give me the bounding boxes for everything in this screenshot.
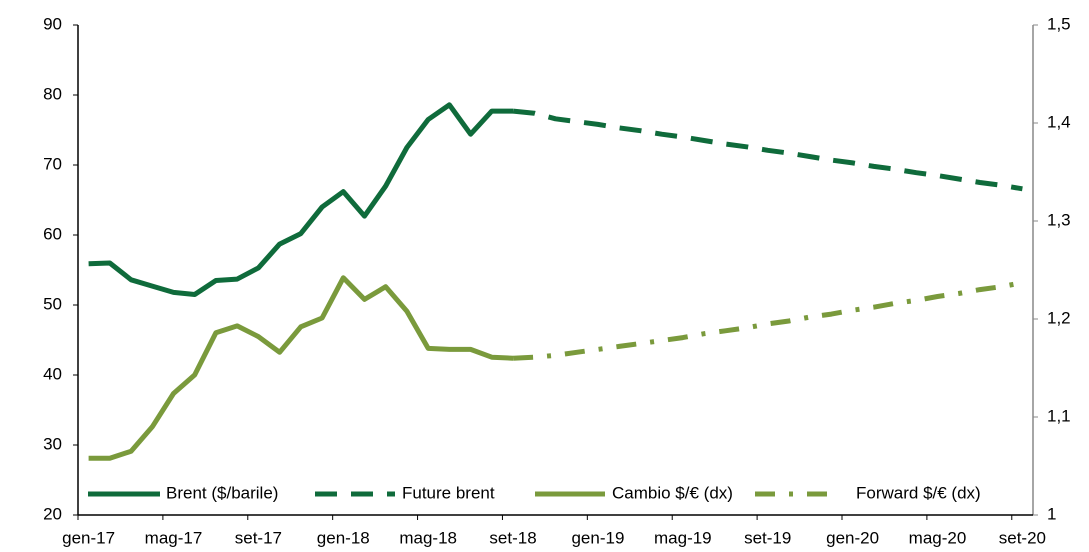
x-tick-label: gen-18: [317, 528, 370, 547]
x-tick-label: mag-20: [909, 528, 967, 547]
y2-tick-label: 1,1: [1047, 406, 1071, 425]
x-tick-label: set-20: [999, 528, 1046, 547]
x-tick-label: mag-18: [399, 528, 457, 547]
series-line: [88, 102, 514, 297]
legend-label: Forward $/€ (dx): [856, 483, 981, 502]
x-tick-label: gen-20: [826, 528, 879, 547]
legend-label: Future brent: [402, 483, 495, 502]
y2-tick-label: 1,3: [1047, 210, 1071, 229]
x-tick-label: mag-17: [145, 528, 203, 547]
x-tick-label: mag-19: [654, 528, 712, 547]
y-tick-label: 50: [43, 294, 62, 313]
y2-tick-label: 1: [1047, 504, 1056, 523]
x-tick-label: set-18: [489, 528, 536, 547]
y2-tick-label: 1,2: [1047, 308, 1071, 327]
y2-tick-label: 1,4: [1047, 112, 1071, 131]
x-tick-label: gen-19: [571, 528, 624, 547]
x-tick-label: gen-17: [62, 528, 115, 547]
series-line: [512, 280, 1023, 361]
x-tick-label: set-19: [744, 528, 791, 547]
series-line: [512, 108, 1023, 192]
y-tick-label: 30: [43, 434, 62, 453]
y2-tick-label: 1,5: [1047, 14, 1071, 33]
y-tick-label: 60: [43, 224, 62, 243]
y-tick-label: 20: [43, 504, 62, 523]
y-tick-label: 90: [43, 14, 62, 33]
y-tick-label: 80: [43, 84, 62, 103]
legend-label: Cambio $/€ (dx): [612, 483, 733, 502]
series-line: [88, 275, 514, 461]
y-tick-label: 70: [43, 154, 62, 173]
y-tick-label: 40: [43, 364, 62, 383]
legend-label: Brent ($/barile): [166, 483, 278, 502]
x-tick-label: set-17: [235, 528, 282, 547]
